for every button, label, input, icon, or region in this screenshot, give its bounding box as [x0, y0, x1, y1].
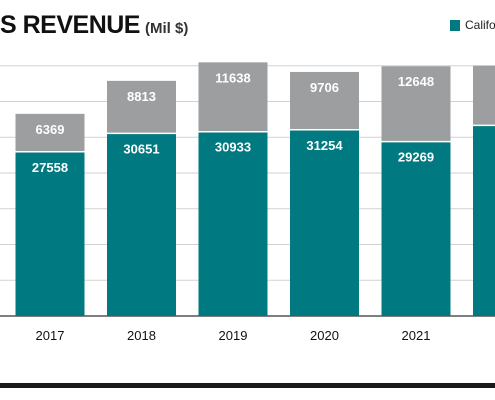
- data-label: 8813: [127, 89, 156, 104]
- data-label: 9706: [310, 80, 339, 95]
- data-label: 31254: [306, 138, 343, 153]
- bar-primary: [107, 133, 176, 316]
- chart-title-text: S REVENUE: [0, 11, 140, 39]
- data-label: 6369: [36, 122, 65, 137]
- legend-label: Califo: [465, 18, 495, 32]
- bar-secondary: [473, 65, 495, 126]
- data-label: 12648: [398, 74, 434, 89]
- bar-primary: [290, 129, 359, 316]
- legend-swatch: [450, 19, 460, 31]
- data-label: 11638: [215, 70, 250, 85]
- bar-primary: [473, 125, 495, 316]
- bar-secondary: [290, 71, 359, 130]
- bar-primary: [198, 131, 268, 316]
- x-tick-label: 2020: [310, 328, 339, 343]
- chart-title: S REVENUE (Mil $): [0, 4, 188, 41]
- legend: Califo: [450, 18, 495, 32]
- data-label: 27558: [32, 160, 68, 175]
- x-tick-label: 2018: [127, 328, 156, 343]
- x-tick-label: 2021: [402, 328, 431, 343]
- bar-secondary: [107, 80, 176, 134]
- x-tick-label: 2019: [219, 328, 248, 343]
- data-label: 30651: [123, 141, 159, 156]
- bar-primary: [381, 141, 451, 316]
- bar-secondary: [15, 113, 85, 152]
- data-label: 29269: [398, 150, 434, 165]
- bar-secondary: [381, 66, 451, 142]
- bottom-rule: [0, 383, 495, 388]
- chart-title-unit: (Mil $): [144, 20, 189, 37]
- x-tick-label: 2017: [36, 328, 65, 343]
- bar-primary: [15, 151, 85, 316]
- bar-secondary: [198, 62, 268, 132]
- data-label: 30933: [215, 140, 251, 155]
